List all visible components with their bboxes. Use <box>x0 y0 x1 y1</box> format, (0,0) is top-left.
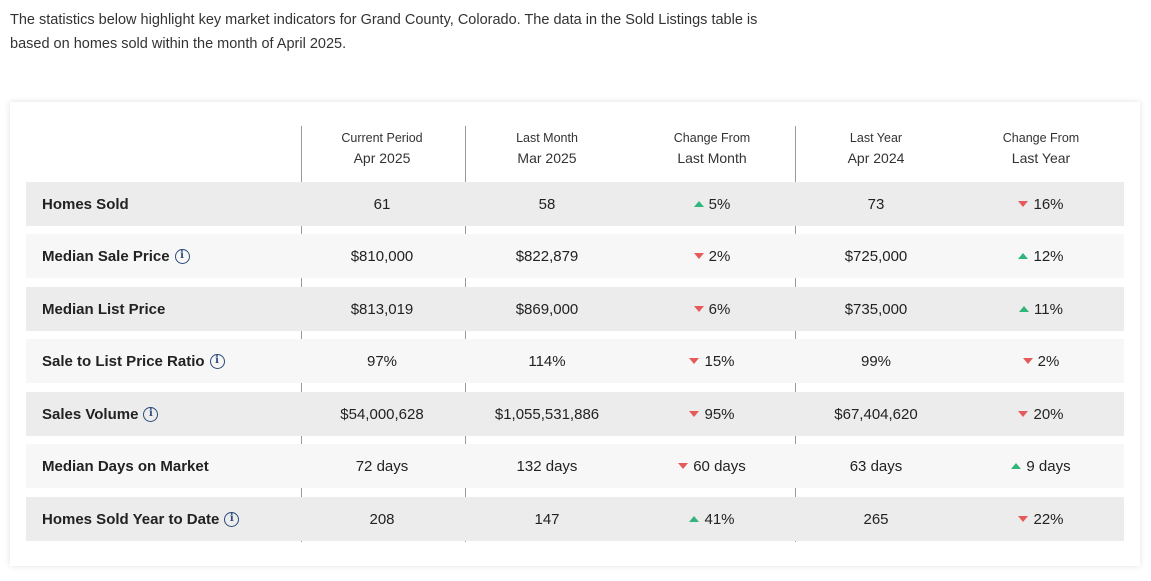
current-value: 208 <box>369 510 395 528</box>
row-label: Homes Sold Year to Date i <box>42 497 240 541</box>
row-label-text: Median Sale Price <box>42 247 170 265</box>
change-last-year: 9 days <box>961 444 1121 488</box>
change-value: 2% <box>708 247 731 265</box>
last-year-value: $725,000 <box>844 247 908 265</box>
intro-text: The statistics below highlight key marke… <box>10 12 758 52</box>
change-last-month: 2% <box>632 234 792 278</box>
last-month-value: $1,055,531,886 <box>494 405 600 423</box>
row-label-text: Median Days on Market <box>42 457 209 475</box>
current-value: 61 <box>373 195 391 213</box>
arrow-up-icon <box>1011 463 1022 469</box>
change-value: 41% <box>704 510 735 528</box>
row-label-text: Homes Sold Year to Date <box>42 510 220 528</box>
row-label-text: Sale to List Price Ratio <box>42 352 205 370</box>
change-value: 95% <box>704 405 735 423</box>
table-row: Homes Sold 61 58 5% 73 16% <box>26 182 1124 226</box>
column-divider <box>301 126 302 542</box>
row-label: Homes Sold <box>42 182 129 226</box>
arrow-down-icon <box>1018 516 1029 522</box>
arrow-down-icon <box>1022 358 1033 364</box>
column-header-change-last-year: Change From Last Year <box>1002 131 1080 166</box>
row-label: Median Days on Market <box>42 444 209 488</box>
change-last-month: 41% <box>632 497 792 541</box>
change-value: 12% <box>1033 247 1064 265</box>
row-label-text: Homes Sold <box>42 195 129 213</box>
change-value: 20% <box>1033 405 1064 423</box>
column-divider <box>795 126 796 542</box>
arrow-up-icon <box>693 201 704 207</box>
row-label: Sale to List Price Ratio i <box>42 339 225 383</box>
last-month-value: 147 <box>534 510 560 528</box>
last-month-value: $822,879 <box>515 247 579 265</box>
table-row: Median Days on Market 72 days 132 days 60 d… <box>26 444 1124 488</box>
last-year-value: 73 <box>867 195 885 213</box>
row-label-text: Sales Volume <box>42 405 139 423</box>
change-value: 9 days <box>1026 457 1071 475</box>
current-value: 72 days <box>355 457 409 475</box>
change-value: 6% <box>708 300 731 318</box>
row-label: Sales Volume i <box>42 392 159 436</box>
row-label: Median List Price <box>42 287 165 331</box>
column-header-last-year: Last Year Apr 2024 <box>847 131 905 166</box>
change-last-month: 6% <box>632 287 792 331</box>
change-value: 5% <box>708 195 731 213</box>
current-value: $810,000 <box>350 247 414 265</box>
table-row: Homes Sold Year to Date i 208 147 41% 265 22% <box>26 497 1124 541</box>
arrow-down-icon <box>693 306 704 312</box>
change-last-month: 95% <box>632 392 792 436</box>
change-last-year: 16% <box>961 182 1121 226</box>
change-value: 16% <box>1033 195 1064 213</box>
current-value: 97% <box>366 352 398 370</box>
change-value: 11% <box>1034 300 1063 318</box>
last-month-value: 132 days <box>516 457 578 475</box>
change-last-year: 2% <box>961 339 1121 383</box>
last-year-value: 99% <box>860 352 892 370</box>
table-row: Sales Volume i $54,000,628 $1,055,531,886 95… <box>26 392 1124 436</box>
current-value: $813,019 <box>350 300 414 318</box>
table-row: Median List Price $813,019 $869,000 6% $735,… <box>26 287 1124 331</box>
info-icon[interactable]: i <box>143 406 159 422</box>
column-header-change-last-month: Change From Last Month <box>673 131 751 166</box>
last-month-value: $869,000 <box>515 300 579 318</box>
info-icon[interactable]: i <box>209 353 225 369</box>
change-last-year: 20% <box>961 392 1121 436</box>
change-last-year: 12% <box>961 234 1121 278</box>
arrow-up-icon <box>689 516 700 522</box>
change-last-month: 5% <box>632 182 792 226</box>
current-value: $54,000,628 <box>340 405 424 423</box>
arrow-down-icon <box>689 411 700 417</box>
arrow-up-icon <box>1018 253 1029 259</box>
last-year-value: 63 days <box>849 457 903 475</box>
column-divider <box>465 126 466 542</box>
arrow-up-icon <box>1019 306 1030 312</box>
change-last-month: 15% <box>632 339 792 383</box>
sold-listings-table: Current Period Apr 2025 Last Month Mar 2… <box>10 102 1140 566</box>
last-year-value: 265 <box>863 510 889 528</box>
arrow-down-icon <box>1018 411 1029 417</box>
change-last-year: 22% <box>961 497 1121 541</box>
column-header-current-period: Current Period Apr 2025 <box>341 131 423 166</box>
arrow-down-icon <box>678 463 689 469</box>
arrow-down-icon <box>1018 201 1029 207</box>
column-header-last-month: Last Month Mar 2025 <box>516 131 578 166</box>
info-icon[interactable]: i <box>174 248 190 264</box>
table-row: Sale to List Price Ratio i 97% 114% 15% 99% 2% <box>26 339 1124 383</box>
change-value: 22% <box>1033 510 1064 528</box>
change-value: 2% <box>1037 352 1060 370</box>
change-last-year: 11% <box>961 287 1121 331</box>
last-year-value: $67,404,620 <box>834 405 918 423</box>
row-label-text: Median List Price <box>42 300 166 318</box>
info-icon[interactable]: i <box>224 511 240 527</box>
arrow-down-icon <box>693 253 704 259</box>
last-year-value: $735,000 <box>844 300 908 318</box>
change-last-month: 60 days <box>632 444 792 488</box>
table-row: Median Sale Price i $810,000 $822,879 2% $725… <box>26 234 1124 278</box>
change-value: 60 days <box>693 457 746 475</box>
arrow-down-icon <box>689 358 700 364</box>
last-month-value: 58 <box>538 195 556 213</box>
change-value: 15% <box>704 352 735 370</box>
last-month-value: 114% <box>528 352 566 370</box>
row-label: Median Sale Price i <box>42 234 190 278</box>
